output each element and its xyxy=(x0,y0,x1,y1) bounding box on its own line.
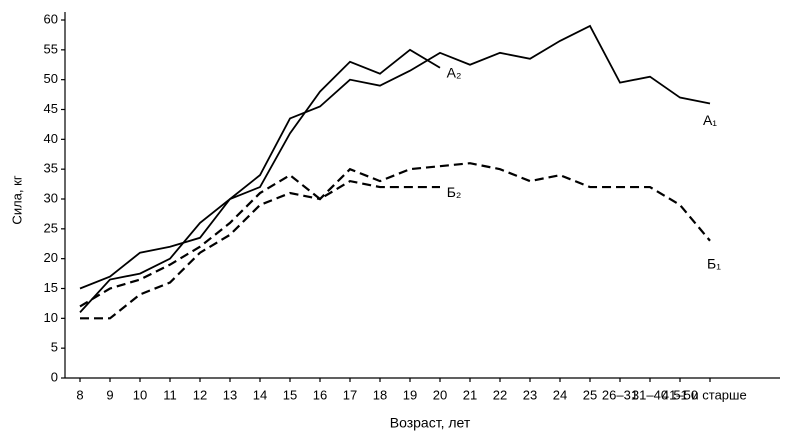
x-tick-label: 20 xyxy=(433,387,447,402)
x-tick-label: 10 xyxy=(133,387,147,402)
y-tick-label: 10 xyxy=(44,310,58,325)
y-tick-label: 5 xyxy=(51,340,58,355)
y-axis-label: Сила, кг xyxy=(9,175,24,224)
y-tick-label: 40 xyxy=(44,131,58,146)
x-tick-label: 26–31 xyxy=(602,387,638,402)
series-line xyxy=(80,162,711,320)
y-tick-label: 35 xyxy=(44,161,58,176)
x-tick-label: 8 xyxy=(76,387,83,402)
x-tick-label: 9 xyxy=(106,387,113,402)
x-tick-label: 12 xyxy=(193,387,207,402)
y-tick-label: 45 xyxy=(44,101,58,116)
x-tick-label: 21 xyxy=(463,387,477,402)
y-tick-label: 25 xyxy=(44,220,58,235)
x-tick-label: 19 xyxy=(403,387,417,402)
x-tick-label: 22 xyxy=(493,387,507,402)
series-line xyxy=(79,173,440,308)
y-tick-label: 0 xyxy=(51,369,58,384)
x-tick-label: 15 xyxy=(283,387,297,402)
y-tick-label: 30 xyxy=(44,190,58,205)
x-tick-label: 31–40 xyxy=(632,387,668,402)
y-tick-label: 15 xyxy=(44,280,58,295)
y-tick-label: 50 xyxy=(44,71,58,86)
y-tick-label: 20 xyxy=(44,250,58,265)
x-tick-label: 18 xyxy=(373,387,387,402)
series-label: А₁ xyxy=(703,112,717,128)
series-label: Б₁ xyxy=(707,255,721,271)
series-line xyxy=(79,24,711,290)
x-tick-label: 14 xyxy=(253,387,267,402)
series-line xyxy=(79,48,441,313)
x-axis-label: Возраст, лет xyxy=(390,415,471,431)
series-label: А₂ xyxy=(447,64,462,80)
series-label: Б₂ xyxy=(447,184,462,200)
x-tick-label: 51 и старше xyxy=(673,387,746,402)
x-tick-label: 25 xyxy=(583,387,597,402)
x-tick-label: 16 xyxy=(313,387,327,402)
x-tick-label: 13 xyxy=(223,387,237,402)
x-tick-label: 17 xyxy=(343,387,357,402)
x-tick-label: 23 xyxy=(523,387,537,402)
x-tick-label: 24 xyxy=(553,387,567,402)
x-tick-label: 11 xyxy=(163,387,177,402)
y-tick-label: 55 xyxy=(44,41,58,56)
x-tick-label: 41–50 xyxy=(662,387,698,402)
y-tick-label: 60 xyxy=(44,11,58,26)
